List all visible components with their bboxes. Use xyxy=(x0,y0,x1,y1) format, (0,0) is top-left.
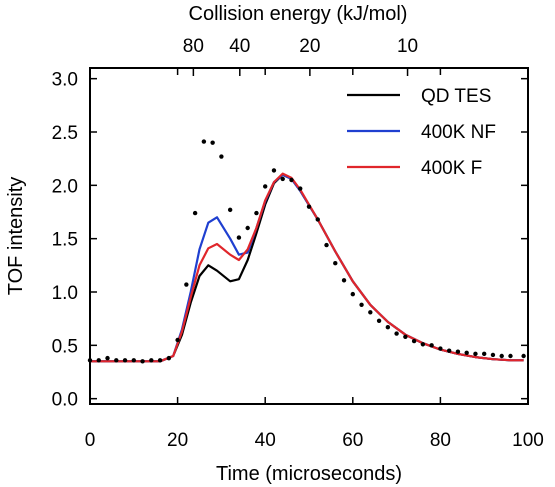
data-dot xyxy=(280,176,285,182)
data-dot xyxy=(411,338,417,344)
data-dot xyxy=(482,351,487,357)
data-dot xyxy=(219,154,224,159)
data-dot xyxy=(227,207,233,213)
data-dot xyxy=(429,343,434,348)
legend-label: QD TES xyxy=(421,86,491,107)
data-dot xyxy=(403,334,408,339)
data-dot xyxy=(131,358,136,363)
top-tick-label: 40 xyxy=(229,36,250,57)
legend-label: 400K F xyxy=(421,158,482,179)
data-dot xyxy=(376,318,382,323)
data-dot xyxy=(394,331,399,336)
top-tick-label: 80 xyxy=(183,36,204,57)
top-axis-title: Collision energy (kJ/mol) xyxy=(189,3,408,25)
data-dot xyxy=(499,353,504,359)
series-line-400k-f xyxy=(90,172,524,363)
x-tick-label: 100 xyxy=(512,430,544,451)
data-dot xyxy=(122,358,128,363)
top-tick-label: 10 xyxy=(397,36,418,57)
x-tick-label: 40 xyxy=(255,430,276,451)
data-dot xyxy=(105,355,110,361)
data-dot xyxy=(359,302,364,307)
data-dot xyxy=(315,217,320,222)
data-dot xyxy=(96,358,101,363)
data-dot xyxy=(350,291,355,297)
data-dot xyxy=(324,242,329,248)
data-dot xyxy=(210,140,215,145)
data-dot xyxy=(263,184,268,189)
y-tick-label: 0.0 xyxy=(52,390,78,411)
y-tick-label: 0.5 xyxy=(52,336,78,357)
data-dot xyxy=(175,337,180,343)
data-dot xyxy=(306,204,312,209)
y-tick-label: 1.5 xyxy=(52,230,78,251)
x-tick-label: 80 xyxy=(430,430,451,451)
y-axis-title: TOF intensity xyxy=(5,177,27,296)
data-dot xyxy=(438,346,443,351)
data-dot xyxy=(192,210,198,216)
data-dot xyxy=(245,225,250,231)
data-dot xyxy=(333,261,338,266)
data-dot xyxy=(166,355,172,361)
y-tick-label: 2.5 xyxy=(52,123,78,144)
data-dot xyxy=(271,168,277,173)
y-tick-label: 3.0 xyxy=(52,70,78,91)
x-tick-label: 60 xyxy=(342,430,363,451)
data-dot xyxy=(157,358,163,363)
data-dot xyxy=(508,353,513,359)
legend-label: 400K NF xyxy=(421,122,496,143)
data-dot xyxy=(149,358,154,363)
data-dot xyxy=(464,350,469,355)
data-dot xyxy=(521,353,526,359)
data-dot xyxy=(114,358,119,363)
data-dot xyxy=(368,310,373,315)
data-dot xyxy=(455,349,461,354)
data-dot xyxy=(87,358,93,363)
data-dot xyxy=(298,186,303,191)
data-dot xyxy=(289,177,294,183)
x-tick-label: 20 xyxy=(167,430,188,451)
x-tick-label: 0 xyxy=(85,430,96,451)
y-tick-label: 1.0 xyxy=(52,283,78,304)
top-tick-label: 20 xyxy=(299,36,320,57)
data-dot xyxy=(473,351,478,357)
data-dot xyxy=(236,235,242,240)
plot-frame xyxy=(89,67,529,405)
data-dot xyxy=(446,348,452,353)
data-dot xyxy=(184,282,189,287)
data-dot xyxy=(341,278,347,283)
data-dot xyxy=(420,342,426,347)
data-dot xyxy=(254,210,259,216)
data-dot xyxy=(201,139,207,144)
data-dot xyxy=(140,359,145,364)
data-dot xyxy=(490,352,496,358)
y-tick-label: 2.0 xyxy=(52,176,78,197)
data-dot xyxy=(385,325,391,330)
x-axis-title: Time (microseconds) xyxy=(216,463,402,485)
